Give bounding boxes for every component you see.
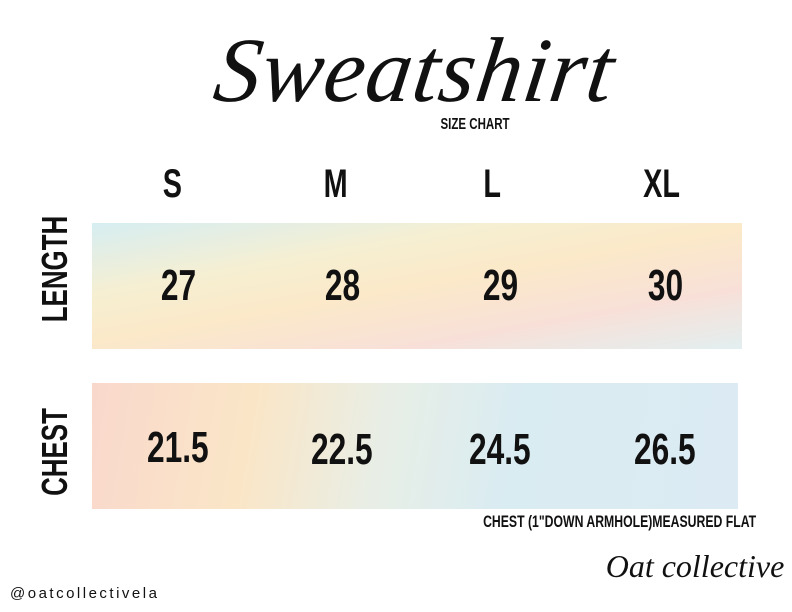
length-value-l: 29: [482, 261, 518, 310]
chest-row-band: [92, 383, 738, 509]
brand-logo: Oat collective: [605, 548, 785, 584]
size-header-xl: XL: [643, 162, 681, 206]
social-handle: @oatcollectivela: [10, 585, 160, 602]
size-header-l: L: [483, 162, 501, 206]
chest-value-xl: 26.5: [634, 425, 696, 474]
row-label-chest: CHEST: [34, 408, 75, 496]
measurement-note: CHEST (1"DOWN ARMHOLE)MEASURED FLAT: [483, 512, 757, 531]
chest-value-m: 22.5: [311, 425, 373, 474]
chest-value-s: 21.5: [147, 423, 209, 472]
length-row-band: [92, 223, 742, 349]
length-value-m: 28: [324, 261, 360, 310]
subtitle: SIZE CHART: [440, 116, 510, 133]
title: Sweatshirt: [208, 19, 622, 121]
size-header-s: S: [162, 162, 182, 206]
length-value-s: 27: [160, 261, 196, 310]
size-header-m: M: [323, 162, 348, 206]
row-label-length: LENGTH: [34, 215, 75, 323]
chest-value-l: 24.5: [469, 425, 531, 474]
length-value-xl: 30: [647, 261, 683, 310]
